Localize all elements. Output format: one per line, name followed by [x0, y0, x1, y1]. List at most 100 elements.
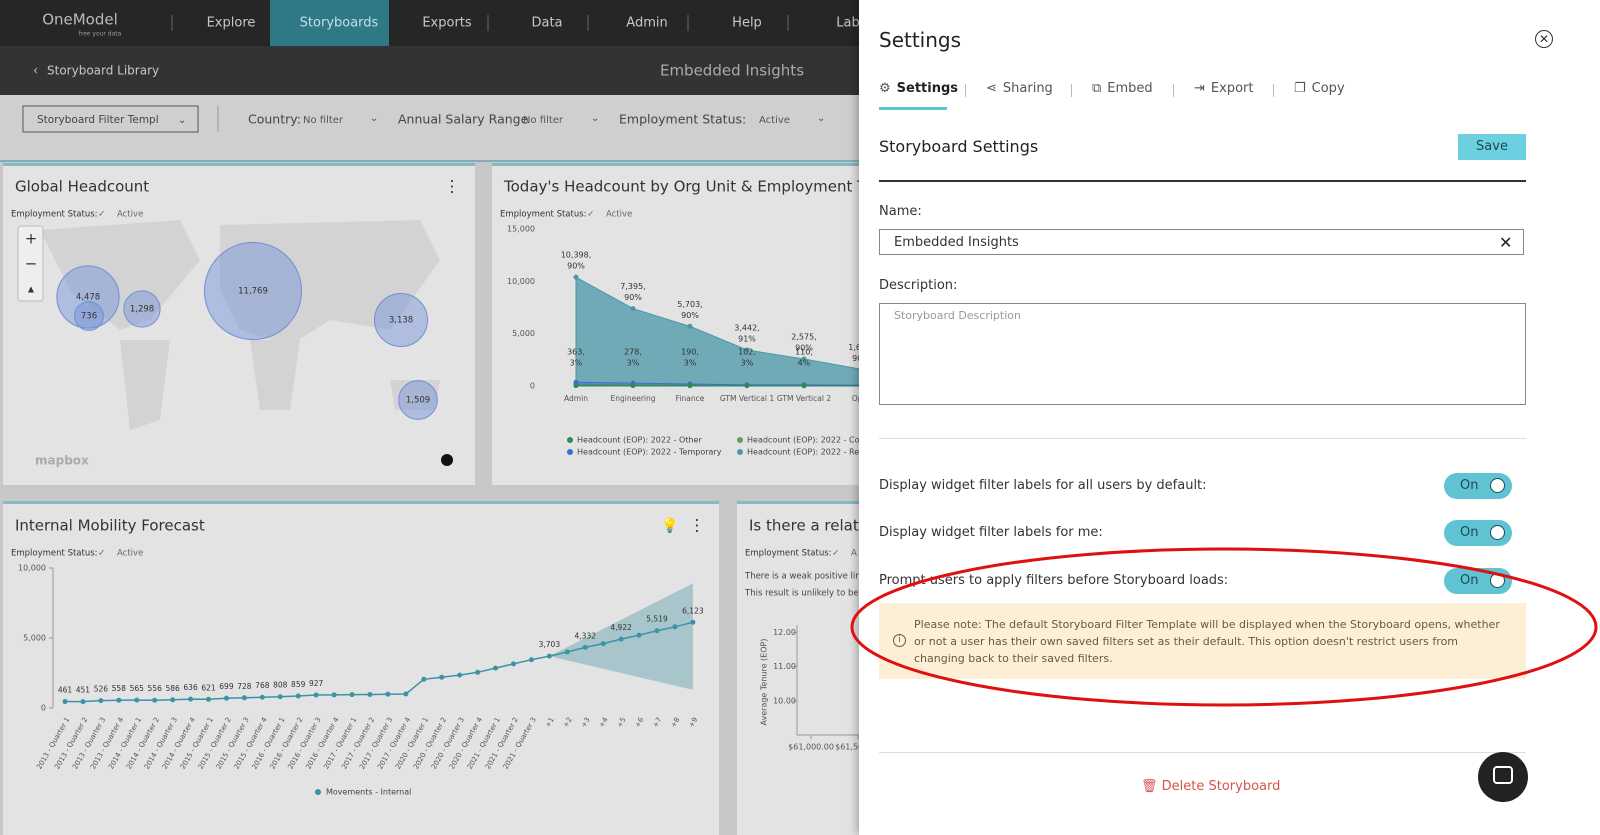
template-text[interactable]: Storyboard Filter Templ — [37, 114, 159, 126]
point — [313, 692, 319, 698]
point — [672, 624, 678, 630]
point — [687, 323, 693, 329]
toggle-label: Display widget filter labels for me: — [879, 525, 1103, 540]
point — [801, 356, 807, 362]
y-tick-label: 5,000 — [23, 634, 46, 643]
point — [152, 697, 158, 703]
point — [690, 619, 696, 625]
name-input[interactable]: Embedded Insights — [879, 229, 1524, 255]
filter-value[interactable]: Active — [759, 115, 790, 126]
data-label: 3,442, — [734, 323, 759, 332]
zoom-controls[interactable] — [17, 225, 44, 302]
zoom-button[interactable]: ▲ — [28, 285, 35, 294]
logo[interactable]: OneModel — [42, 11, 118, 29]
delete-button[interactable]: 🗑 Delete Storyboard — [1141, 779, 1281, 794]
y-tick-label: 15,000 — [507, 225, 535, 234]
data-label: 90% — [624, 293, 642, 302]
tab[interactable]: ⚙ Settings — [879, 81, 959, 96]
point — [439, 674, 445, 680]
nav-item[interactable]: Data — [531, 16, 562, 31]
zoom-button[interactable]: + — [25, 230, 38, 248]
tab[interactable]: ⋖ Sharing — [986, 81, 1053, 96]
point — [295, 693, 301, 699]
filter-label: Employment Status: — [745, 549, 832, 559]
data-label: 7,395, — [620, 282, 645, 291]
data-label: 451 — [76, 686, 91, 695]
landmass — [250, 340, 300, 410]
close-button[interactable]: ✕ — [1535, 30, 1553, 48]
toggle[interactable]: On — [1444, 520, 1512, 546]
chevron: ⌄ — [178, 115, 186, 126]
widget-top-border — [737, 501, 859, 504]
filter-bar — [0, 95, 859, 161]
filter-value[interactable]: No filter — [523, 115, 564, 126]
nav-item[interactable]: Lab — [836, 16, 859, 31]
description-input[interactable]: Storyboard Description — [879, 303, 1526, 405]
back-arrow[interactable]: ‹ — [33, 64, 38, 79]
check: ✓ — [98, 210, 106, 220]
storyboard-title: Embedded Insights — [660, 62, 804, 80]
menu[interactable]: ⋮ — [444, 177, 460, 196]
zoom-button[interactable]: − — [25, 255, 38, 273]
legend-marker — [737, 449, 743, 455]
save-button[interactable]: Save — [1458, 134, 1526, 160]
data-label: 90% — [852, 354, 859, 363]
landmass — [390, 380, 440, 410]
nav-item[interactable]: Admin — [626, 16, 667, 31]
filter-label: Employment Status: — [11, 210, 98, 220]
widget-title: Is there a relatio — [749, 517, 859, 535]
clear-button[interactable]: ✕ — [1499, 233, 1513, 252]
toggle[interactable]: On — [1444, 568, 1512, 594]
data-label: 586 — [165, 684, 180, 693]
tab-separator — [1173, 84, 1174, 97]
point — [801, 383, 807, 389]
tab[interactable]: ⧉ Embed — [1092, 81, 1153, 96]
nav-item[interactable]: Exports — [422, 16, 472, 31]
data-label: 556 — [148, 684, 163, 693]
back-link[interactable]: Storyboard Library — [47, 64, 159, 78]
data-label: 363, — [567, 348, 585, 357]
menu[interactable]: ⋮ — [689, 516, 705, 535]
filter-label: Employment Status: — [11, 549, 98, 559]
data-label: 3% — [627, 359, 640, 368]
nav-item[interactable]: Storyboards — [300, 16, 379, 31]
legend-marker — [567, 437, 573, 443]
data-label: 3% — [684, 359, 697, 368]
point — [188, 696, 194, 702]
data-label: 278, — [624, 348, 642, 357]
data-label: 2,575, — [791, 333, 816, 342]
data-label: 4,332 — [575, 631, 597, 640]
nav-item[interactable]: Explore — [207, 16, 256, 31]
insight-icon[interactable]: 💡 — [661, 517, 678, 534]
filter-label[interactable]: Country: — [248, 112, 301, 127]
filter-value: Active — [606, 210, 632, 220]
legend-label: Headcount (EOP): 2022 - Temporary — [577, 448, 722, 457]
data-label: 1,600, — [848, 343, 859, 352]
nav-item[interactable]: Help — [732, 16, 762, 31]
toggle[interactable]: On — [1444, 473, 1512, 499]
point — [241, 695, 247, 701]
widget-card — [737, 501, 859, 835]
point — [80, 699, 86, 705]
template-select[interactable] — [22, 105, 199, 133]
tab[interactable]: ⇥ Export — [1194, 81, 1254, 96]
check: ✓ — [832, 549, 840, 559]
bubble-label: 11,769 — [238, 287, 268, 297]
tab[interactable]: ❐ Copy — [1294, 81, 1345, 96]
info-icon: i — [893, 634, 906, 647]
filter-label[interactable]: Annual Salary Range — [398, 112, 529, 127]
toggle-state: On — [1460, 525, 1479, 540]
x-tick-label: GTM Vertical 2 — [777, 394, 831, 403]
point — [582, 644, 588, 650]
chat-button[interactable] — [1478, 752, 1528, 802]
filter-label[interactable]: Employment Status: — [619, 112, 746, 127]
point — [564, 649, 570, 655]
nav-active-tab[interactable] — [270, 0, 389, 46]
point — [277, 694, 283, 700]
y-tick-label: 10,000 — [18, 564, 46, 573]
bubble-label: 1,509 — [406, 396, 430, 406]
widget-title: Internal Mobility Forecast — [15, 517, 205, 535]
section-title: Storyboard Settings — [879, 137, 1039, 156]
landmass — [220, 220, 440, 345]
filter-value[interactable]: No filter — [303, 115, 344, 126]
